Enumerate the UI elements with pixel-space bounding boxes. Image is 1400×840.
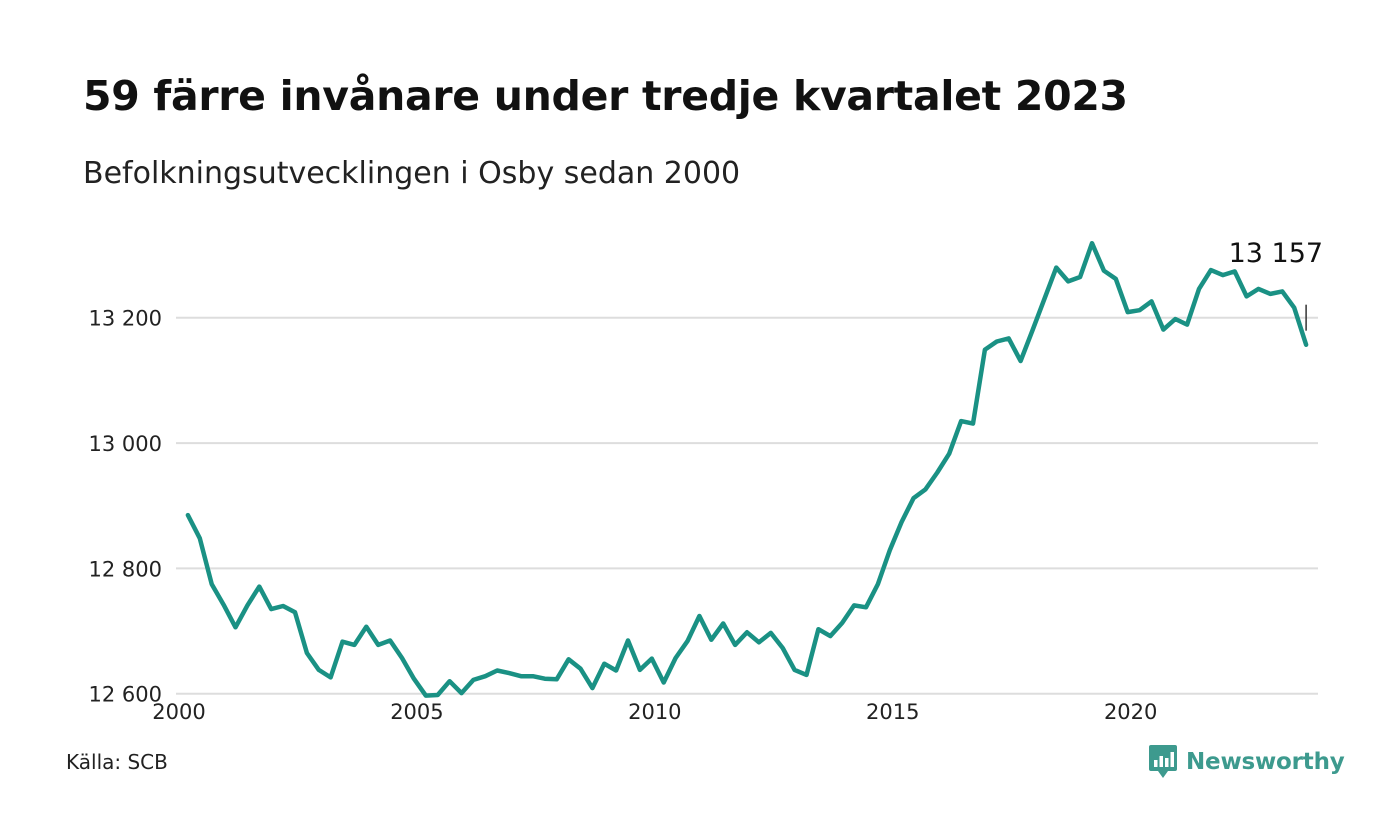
x-tick-label-2000: 2000 — [152, 700, 205, 724]
chart-subtitle: Befolkningsutvecklingen i Osby sedan 200… — [83, 156, 741, 191]
chart-title: 59 färre invånare under tredje kvartalet… — [83, 72, 1128, 120]
brand-logo: Newsworthy — [1148, 744, 1345, 780]
y-tick-label-13000: 13 000 — [89, 432, 162, 456]
line-chart: 12 600 12 800 13 000 13 200 2000 2005 2010 201… — [89, 238, 1324, 724]
y-axis-ticks: 12 600 12 800 13 000 13 200 — [89, 307, 162, 707]
series-lines — [185, 240, 1309, 698]
x-tick-label-2015: 2015 — [866, 700, 919, 724]
x-tick-label-2005: 2005 — [390, 700, 443, 724]
y-tick-label-12800: 12 800 — [89, 557, 162, 581]
x-tick-label-2010: 2010 — [628, 700, 681, 724]
annotation-last-value: 13 157 — [1229, 238, 1323, 269]
y-tick-label-12600: 12 600 — [89, 683, 162, 707]
series-line-0 — [185, 240, 1309, 698]
newsworthy-chart-bubble-icon — [1149, 745, 1177, 778]
x-axis-ticks: 2000 2005 2010 2015 2020 — [152, 700, 1157, 724]
gridlines — [176, 316, 1318, 695]
annotations: 13 157 — [1229, 238, 1323, 331]
source-note: Källa: SCB — [66, 750, 168, 774]
y-tick-label-13200: 13 200 — [89, 307, 162, 331]
x-tick-label-2020: 2020 — [1104, 700, 1157, 724]
brand-name: Newsworthy — [1186, 749, 1345, 775]
